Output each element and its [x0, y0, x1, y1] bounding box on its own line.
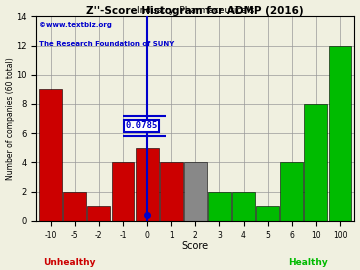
Bar: [160, 162, 183, 221]
Y-axis label: Number of companies (60 total): Number of companies (60 total): [5, 57, 14, 180]
Bar: [87, 206, 110, 221]
Text: Industry: Pharmaceuticals: Industry: Pharmaceuticals: [137, 6, 254, 15]
Bar: [63, 192, 86, 221]
Bar: [305, 104, 327, 221]
Text: The Research Foundation of SUNY: The Research Foundation of SUNY: [39, 41, 175, 47]
Bar: [112, 162, 134, 221]
X-axis label: Score: Score: [182, 241, 209, 251]
Text: 0.0785: 0.0785: [125, 122, 158, 130]
Bar: [256, 206, 279, 221]
Bar: [184, 162, 207, 221]
Text: Unhealthy: Unhealthy: [43, 258, 96, 267]
Bar: [329, 46, 351, 221]
Bar: [208, 192, 231, 221]
Bar: [232, 192, 255, 221]
Title: Z''-Score Histogram for ADMP (2016): Z''-Score Histogram for ADMP (2016): [86, 6, 304, 16]
Bar: [280, 162, 303, 221]
Bar: [39, 89, 62, 221]
Text: Healthy: Healthy: [288, 258, 328, 267]
Bar: [136, 148, 158, 221]
Text: ©www.textbiz.org: ©www.textbiz.org: [39, 22, 112, 28]
